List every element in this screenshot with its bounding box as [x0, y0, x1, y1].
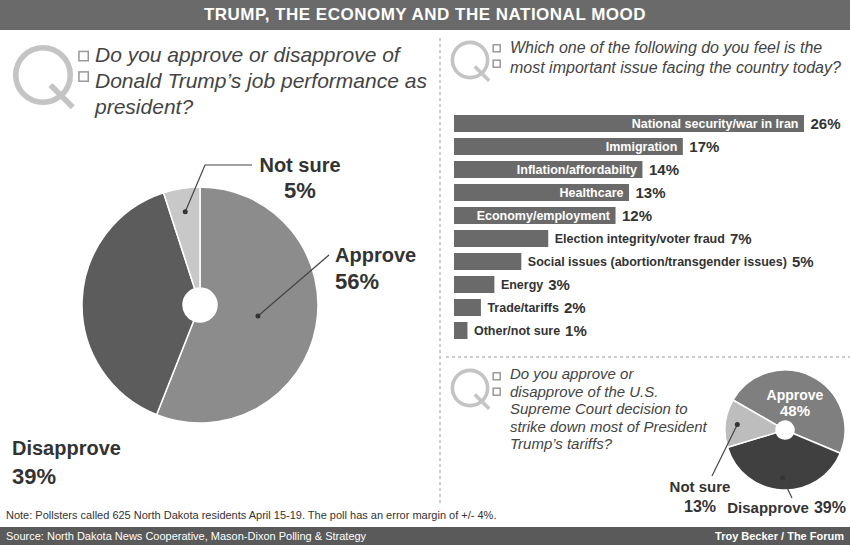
svg-text:Energy: Energy — [501, 278, 543, 292]
svg-text:3%: 3% — [548, 276, 570, 293]
svg-text:Trade/tariffs: Trade/tariffs — [487, 301, 559, 315]
svg-text:Not sure: Not sure — [670, 478, 731, 495]
html-text:TRUMP, THE ECONOMY AND THE NAT: TRUMP, THE ECONOMY AND THE NATIONAL MOOD — [203, 5, 647, 24]
svg-text:Other/not sure: Other/not sure — [474, 324, 560, 338]
svg-text:Election integrity/voter fraud: Election integrity/voter fraud — [555, 232, 725, 246]
svg-text:56%: 56% — [335, 269, 379, 294]
html-text:Source: North Dakota News Coop: Source: North Dakota News Cooperative, M… — [6, 530, 367, 542]
svg-text:Approve: Approve — [335, 244, 416, 266]
svg-text:17%: 17% — [689, 138, 719, 155]
html-text:Do you approve or disapprove o: Do you approve or disapprove of Donald T… — [95, 43, 427, 118]
svg-text:39%: 39% — [12, 464, 56, 489]
svg-text:13%: 13% — [635, 184, 665, 201]
svg-text:26%: 26% — [810, 115, 840, 132]
svg-text:Approve: Approve — [767, 387, 824, 403]
svg-text:Economy/employment: Economy/employment — [477, 209, 611, 223]
svg-text:Inflation/affordabilty: Inflation/affordabilty — [517, 163, 637, 177]
svg-text:Disapprove: Disapprove — [12, 437, 121, 459]
svg-text:5%: 5% — [792, 253, 814, 270]
svg-text:Immigration: Immigration — [606, 140, 678, 154]
svg-text:48%: 48% — [780, 402, 810, 419]
html-text:Which one of the following do: Which one of the following do you feel i… — [510, 39, 841, 76]
html-text:Do you approve or disapprove o: Do you approve or disapprove of the U.S.… — [510, 365, 707, 452]
svg-text:12%: 12% — [622, 207, 652, 224]
svg-text:5%: 5% — [284, 178, 316, 203]
svg-text:Disapprove39%: Disapprove39% — [727, 499, 846, 516]
svg-text:2%: 2% — [564, 299, 586, 316]
html-text:Note: Pollsters called 625 Nor: Note: Pollsters called 625 North Dakota … — [6, 509, 497, 521]
html-text:Troy Becker / The Forum: Troy Becker / The Forum — [715, 530, 844, 542]
svg-text:13%: 13% — [684, 498, 716, 515]
svg-text:1%: 1% — [565, 322, 587, 339]
svg-text:National security/war in Iran: National security/war in Iran — [632, 117, 799, 131]
svg-text:7%: 7% — [730, 230, 752, 247]
svg-text:14%: 14% — [649, 161, 679, 178]
svg-text:Healthcare: Healthcare — [560, 186, 624, 200]
svg-text:Social issues (abortion/transg: Social issues (abortion/transgender issu… — [528, 255, 787, 269]
svg-text:Not sure: Not sure — [259, 154, 340, 176]
